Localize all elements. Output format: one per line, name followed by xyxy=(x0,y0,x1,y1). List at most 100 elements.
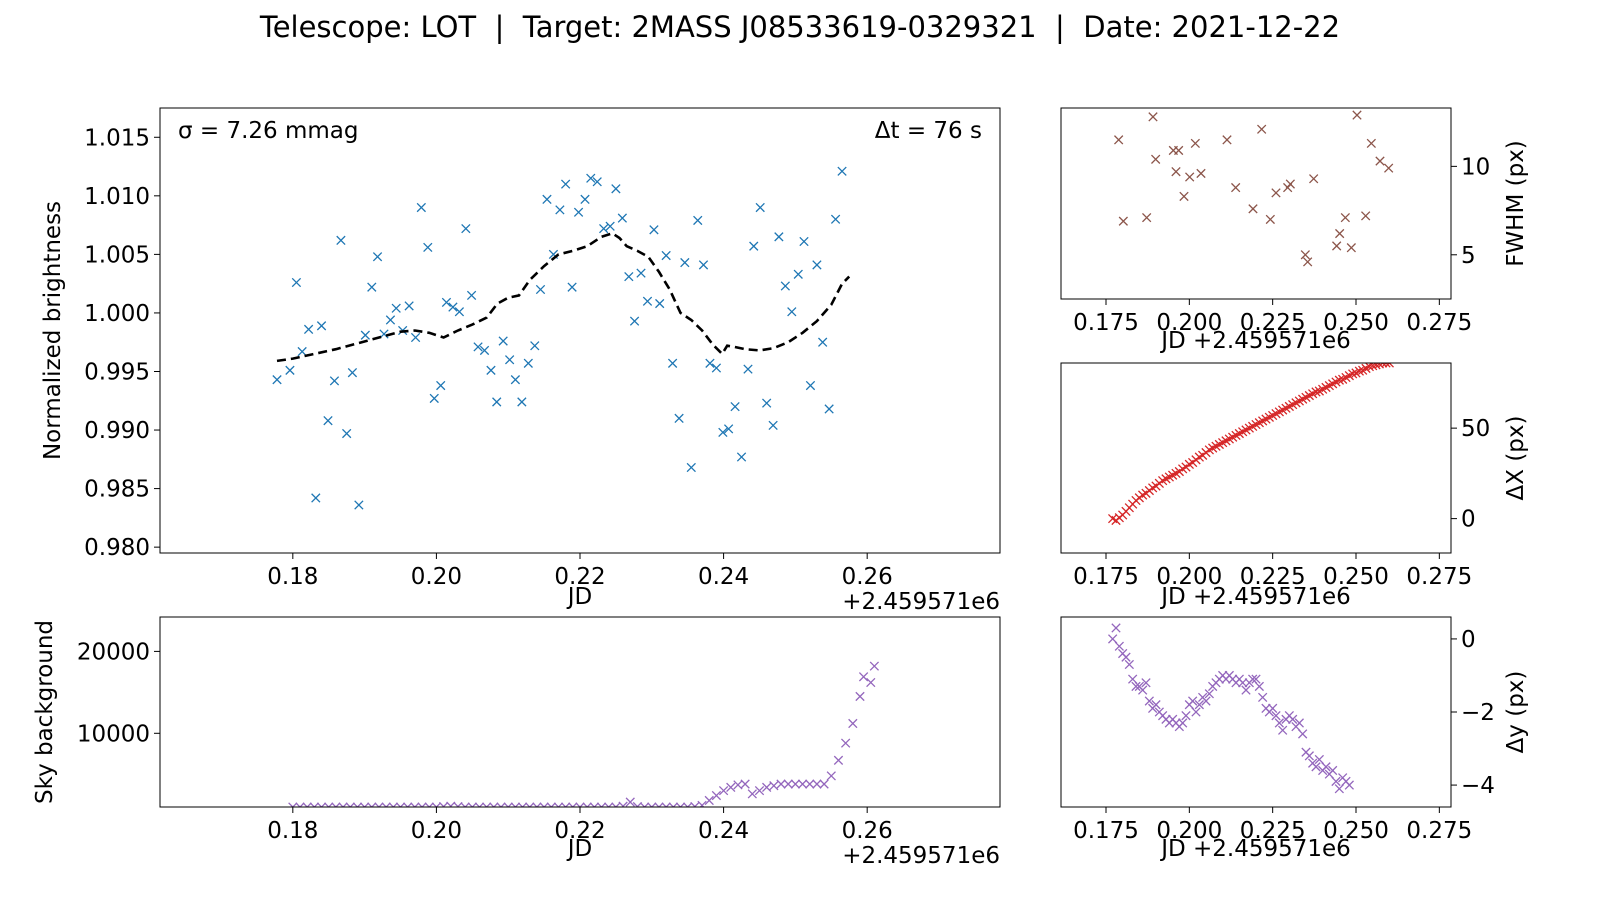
data-point xyxy=(783,779,793,789)
x-tick-label: 0.18 xyxy=(267,818,318,844)
data-point xyxy=(1300,250,1310,260)
data-point xyxy=(467,802,477,807)
data-point xyxy=(553,802,564,807)
y-tick-label: 0.980 xyxy=(84,535,150,561)
data-point xyxy=(605,221,615,231)
x-tick-label: 0.22 xyxy=(554,564,605,590)
data-point xyxy=(347,367,358,378)
data-point xyxy=(625,797,635,807)
panel-delta-x: 0.175 0.200 0.225 0.250 0.275 0 50 JD +2.459571… xyxy=(1060,362,1529,610)
y-axis-label: Sky background xyxy=(32,620,58,804)
data-point xyxy=(837,166,847,176)
x-tick-label: 0.24 xyxy=(698,564,749,590)
data-point xyxy=(1271,188,1281,198)
data-point xyxy=(345,802,355,807)
data-point xyxy=(618,801,628,807)
data-point xyxy=(1366,138,1376,149)
data-point xyxy=(675,802,686,807)
data-point xyxy=(395,802,406,807)
x-tick-label: 0.200 xyxy=(1156,564,1222,590)
data-point xyxy=(774,232,784,242)
data-point xyxy=(1265,214,1275,225)
data-point xyxy=(403,802,413,807)
data-point xyxy=(530,341,540,351)
data-point xyxy=(323,416,333,426)
data-point xyxy=(826,771,836,781)
data-point xyxy=(372,252,383,262)
data-point xyxy=(1285,179,1295,189)
data-point xyxy=(754,785,765,796)
data-point xyxy=(1332,241,1342,251)
data-point xyxy=(331,802,341,807)
data-point xyxy=(805,380,816,391)
data-point xyxy=(805,779,815,789)
x-tick-label: 0.275 xyxy=(1406,310,1472,336)
data-point xyxy=(686,462,696,473)
annotation-cadence: Δt = 76 s xyxy=(875,118,982,144)
data-point xyxy=(1191,707,1201,717)
data-point xyxy=(1274,718,1284,728)
data-point xyxy=(1304,751,1314,761)
data-point xyxy=(1331,776,1341,787)
x-tick-label: 0.275 xyxy=(1406,564,1472,590)
data-point xyxy=(367,802,377,807)
y-tick-label: 1.000 xyxy=(84,301,150,327)
data-point xyxy=(711,790,722,801)
data-point xyxy=(736,452,747,462)
data-point xyxy=(479,345,490,356)
data-point xyxy=(303,324,314,334)
y-tick-label: 10000 xyxy=(77,721,150,747)
x-tick-label: 0.24 xyxy=(698,818,749,844)
data-point xyxy=(575,802,585,807)
data-point xyxy=(466,290,477,301)
data-point xyxy=(611,184,621,194)
data-point xyxy=(1334,375,1344,385)
data-point xyxy=(297,346,307,357)
data-point xyxy=(525,802,535,807)
data-point xyxy=(799,236,809,247)
data-point xyxy=(1258,692,1268,703)
data-point xyxy=(486,365,496,375)
data-point xyxy=(1344,780,1354,790)
data-point xyxy=(482,802,492,807)
data-point xyxy=(517,397,527,407)
data-point xyxy=(1335,228,1345,239)
x-tick-label: 0.26 xyxy=(842,818,893,844)
plot-area xyxy=(288,661,880,807)
data-point xyxy=(573,207,584,217)
data-point xyxy=(726,782,736,793)
data-point xyxy=(723,424,734,434)
data-point xyxy=(1231,182,1241,193)
data-point xyxy=(302,802,312,807)
y-tick-label: 1.005 xyxy=(84,242,150,268)
data-point xyxy=(711,363,722,373)
x-tick-label: 0.225 xyxy=(1240,310,1306,336)
x-axis-label: JD +2.459571e6 xyxy=(1159,836,1351,862)
data-point xyxy=(762,398,772,408)
data-point xyxy=(510,802,521,807)
data-point xyxy=(1298,729,1308,739)
x-tick-label: 0.275 xyxy=(1406,818,1472,844)
axes-frame xyxy=(1060,107,1452,300)
data-point xyxy=(768,420,778,431)
data-point xyxy=(704,795,714,806)
data-point xyxy=(749,241,759,251)
x-tick-label: 0.200 xyxy=(1156,310,1222,336)
y-tick-label: 5 xyxy=(1461,243,1476,269)
data-point xyxy=(567,282,577,292)
data-point xyxy=(510,375,521,385)
data-point xyxy=(1340,212,1350,223)
x-tick-label: 0.250 xyxy=(1323,564,1389,590)
data-point xyxy=(1254,681,1264,692)
data-point xyxy=(523,358,533,368)
data-point xyxy=(436,380,446,391)
data-point xyxy=(1131,681,1141,692)
data-point xyxy=(580,194,590,205)
data-point xyxy=(454,307,465,317)
data-point xyxy=(410,332,421,343)
data-point xyxy=(629,316,640,326)
figure-title: Telescope: LOT | Target: 2MASS J08533619… xyxy=(259,10,1341,44)
data-point xyxy=(272,375,282,385)
data-point xyxy=(1141,678,1151,688)
plot-area xyxy=(1114,110,1394,267)
